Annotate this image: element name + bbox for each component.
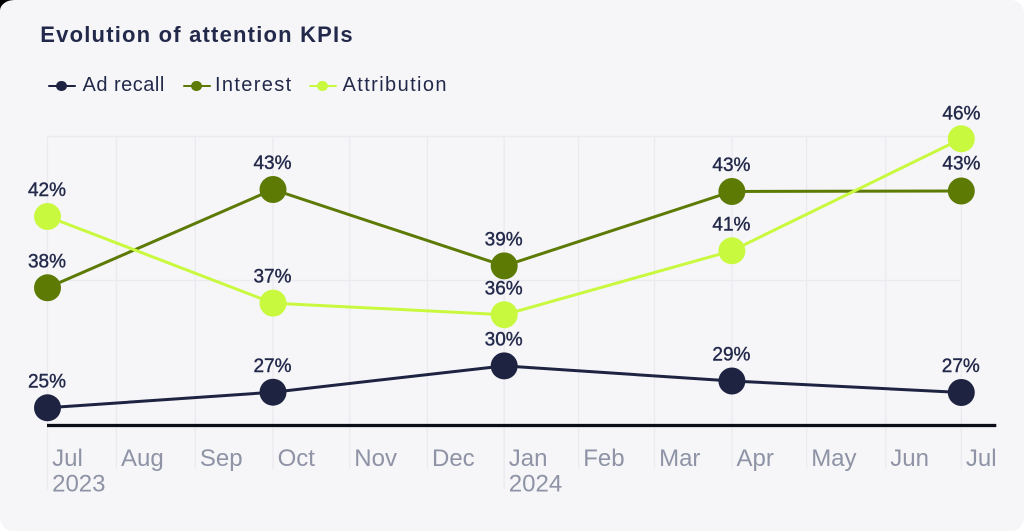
svg-text:43%: 43% bbox=[253, 153, 291, 174]
svg-text:Feb: Feb bbox=[583, 445, 624, 472]
svg-text:37%: 37% bbox=[253, 267, 291, 288]
svg-text:43%: 43% bbox=[712, 155, 750, 176]
svg-text:29%: 29% bbox=[712, 345, 750, 366]
svg-text:Sep: Sep bbox=[200, 445, 243, 472]
svg-text:30%: 30% bbox=[485, 330, 523, 351]
svg-text:Apr: Apr bbox=[737, 445, 774, 472]
svg-text:May: May bbox=[811, 445, 856, 472]
svg-text:36%: 36% bbox=[485, 278, 523, 299]
svg-text:39%: 39% bbox=[485, 230, 523, 251]
svg-text:2024: 2024 bbox=[509, 470, 562, 497]
svg-text:46%: 46% bbox=[942, 103, 980, 124]
svg-text:Jul: Jul bbox=[52, 445, 83, 472]
svg-text:38%: 38% bbox=[28, 251, 66, 272]
svg-text:43%: 43% bbox=[942, 153, 980, 174]
svg-text:Aug: Aug bbox=[121, 445, 164, 472]
svg-text:Nov: Nov bbox=[354, 445, 397, 472]
svg-text:27%: 27% bbox=[253, 356, 291, 377]
svg-text:Jun: Jun bbox=[890, 445, 929, 472]
svg-text:25%: 25% bbox=[28, 371, 66, 392]
svg-text:Jul: Jul bbox=[966, 445, 997, 472]
svg-text:Oct: Oct bbox=[278, 445, 316, 472]
svg-text:Jan: Jan bbox=[509, 445, 548, 472]
svg-text:Dec: Dec bbox=[432, 445, 475, 472]
svg-text:27%: 27% bbox=[942, 356, 980, 377]
svg-text:2023: 2023 bbox=[52, 470, 105, 497]
svg-text:42%: 42% bbox=[28, 180, 66, 201]
svg-text:41%: 41% bbox=[712, 214, 750, 235]
svg-text:Mar: Mar bbox=[659, 445, 700, 472]
